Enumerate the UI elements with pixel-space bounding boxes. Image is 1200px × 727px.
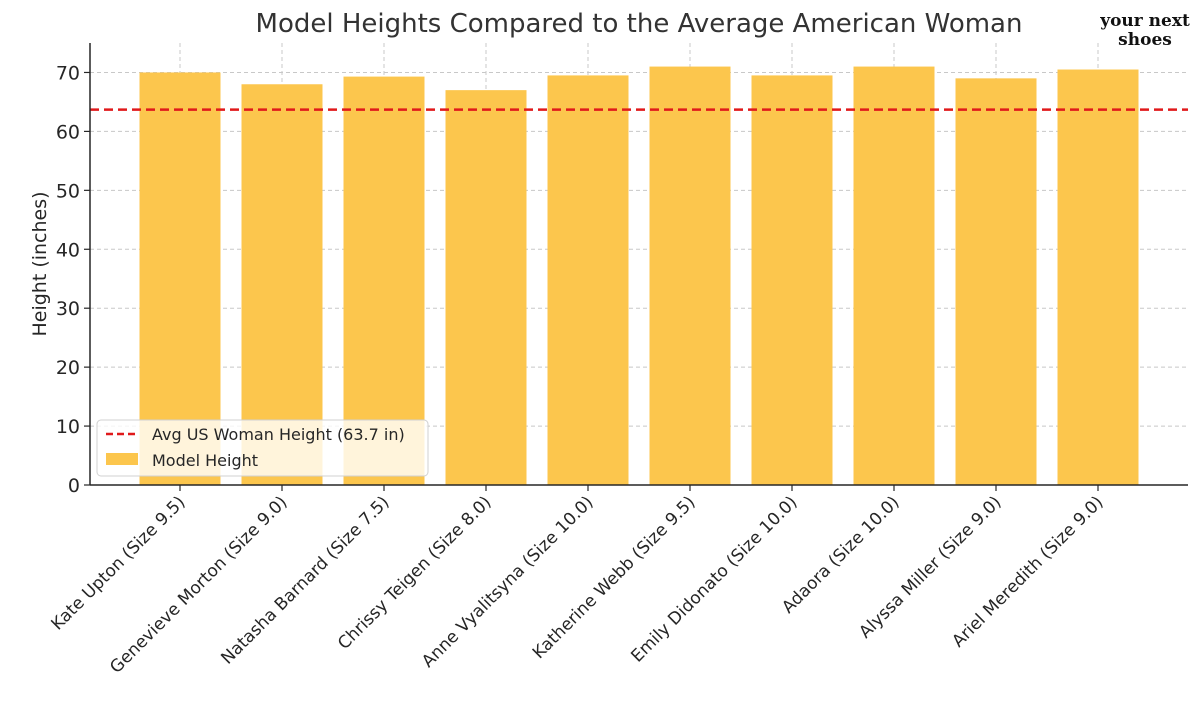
bar [751,75,833,485]
bar [853,66,935,485]
legend: Avg US Woman Height (63.7 in) Model Heig… [96,419,429,477]
bar [241,84,323,486]
axes [89,43,1188,486]
bar [649,66,731,485]
x-tick-labels: Kate Upton (Size 9.5)Genevieve Morton (S… [47,485,1108,678]
y-tick-labels: 0 10 20 30 40 50 60 70 [56,62,90,497]
bar [445,90,527,485]
y-axis-label: Height (inches) [29,191,51,336]
bar [343,76,425,485]
y-tick-label: 50 [56,180,80,202]
legend-swatch-model-height [106,453,138,465]
bar [1057,69,1139,486]
y-tick-label: 0 [68,475,80,497]
y-tick-label: 10 [56,416,80,438]
x-tick-label: Emily Didonato (Size 10.0) [627,492,801,666]
bars [139,66,1139,486]
bar [547,75,629,485]
brand-logo-line1: your next [1100,11,1190,31]
y-tick-label: 60 [56,121,80,143]
brand-logo: your next shoes [1100,12,1190,50]
bar [139,72,221,485]
y-tick-label: 70 [56,62,80,84]
brand-logo-line2: shoes [1118,30,1172,50]
y-tick-label: 40 [56,239,80,261]
bar [955,78,1037,486]
chart-title: Model Heights Compared to the Average Am… [256,9,1023,39]
x-tick-label: Anne Vyalitsyna (Size 10.0) [418,492,597,671]
legend-label-reference-line: Avg US Woman Height (63.7 in) [152,425,405,444]
x-tick-label: Natasha Barnard (Size 7.5) [217,492,393,668]
y-tick-label: 30 [56,298,80,320]
legend-label-model-height: Model Height [152,451,258,470]
legend-box [96,419,429,477]
x-tick-label: Katherine Webb (Size 9.5) [529,492,700,663]
x-tick-label: Genevieve Morton (Size 9.0) [106,492,291,677]
y-tick-label: 20 [56,357,80,379]
